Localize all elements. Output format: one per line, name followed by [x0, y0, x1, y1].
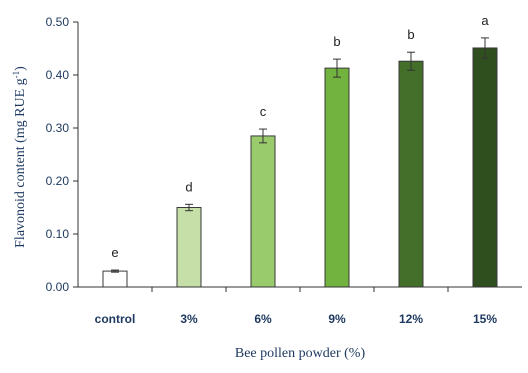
y-tick-label: 0.30 [46, 121, 70, 135]
y-axis-title: Flavonoid content (mg RUE g-1) [11, 66, 28, 248]
bar [324, 67, 350, 288]
significance-letter: e [111, 245, 118, 260]
x-category-label: 12% [399, 312, 423, 326]
significance-letter: a [481, 13, 489, 28]
y-tick-label: 0.20 [46, 174, 70, 188]
x-category-label: 3% [180, 312, 198, 326]
significance-letter: b [407, 27, 414, 42]
significance-letter: b [333, 34, 340, 49]
y-tick-label: 0.40 [46, 68, 70, 82]
y-tick-label: 0.50 [46, 15, 70, 29]
x-axis-title: Bee pollen powder (%) [235, 346, 366, 361]
bar [250, 135, 276, 288]
y-tick-label: 0.00 [46, 280, 70, 294]
y-axis-title-close: ) [13, 66, 28, 71]
significance-letter: c [260, 104, 267, 119]
y-axis-title-group: Flavonoid content (mg RUE g-1) [11, 66, 28, 248]
bar [472, 47, 498, 288]
y-axis-title-main: Flavonoid content (mg RUE g [13, 78, 28, 248]
x-category-label: 15% [473, 312, 497, 326]
x-axis-labels: control 3% 6% 9% 12% 15% [95, 287, 497, 326]
bar [176, 207, 202, 288]
bar [102, 270, 128, 288]
x-category-label: 9% [328, 312, 346, 326]
bars-group: e d c b b a [102, 13, 498, 288]
x-category-label: 6% [254, 312, 272, 326]
significance-letter: d [185, 179, 192, 194]
y-tick-label: 0.10 [46, 227, 70, 241]
bar [398, 60, 424, 288]
y-axis-title-superscript: -1 [11, 71, 21, 79]
y-axis-ticks: 0.00 0.10 0.20 0.30 0.40 0.50 [46, 15, 78, 294]
x-category-label: control [95, 312, 136, 326]
